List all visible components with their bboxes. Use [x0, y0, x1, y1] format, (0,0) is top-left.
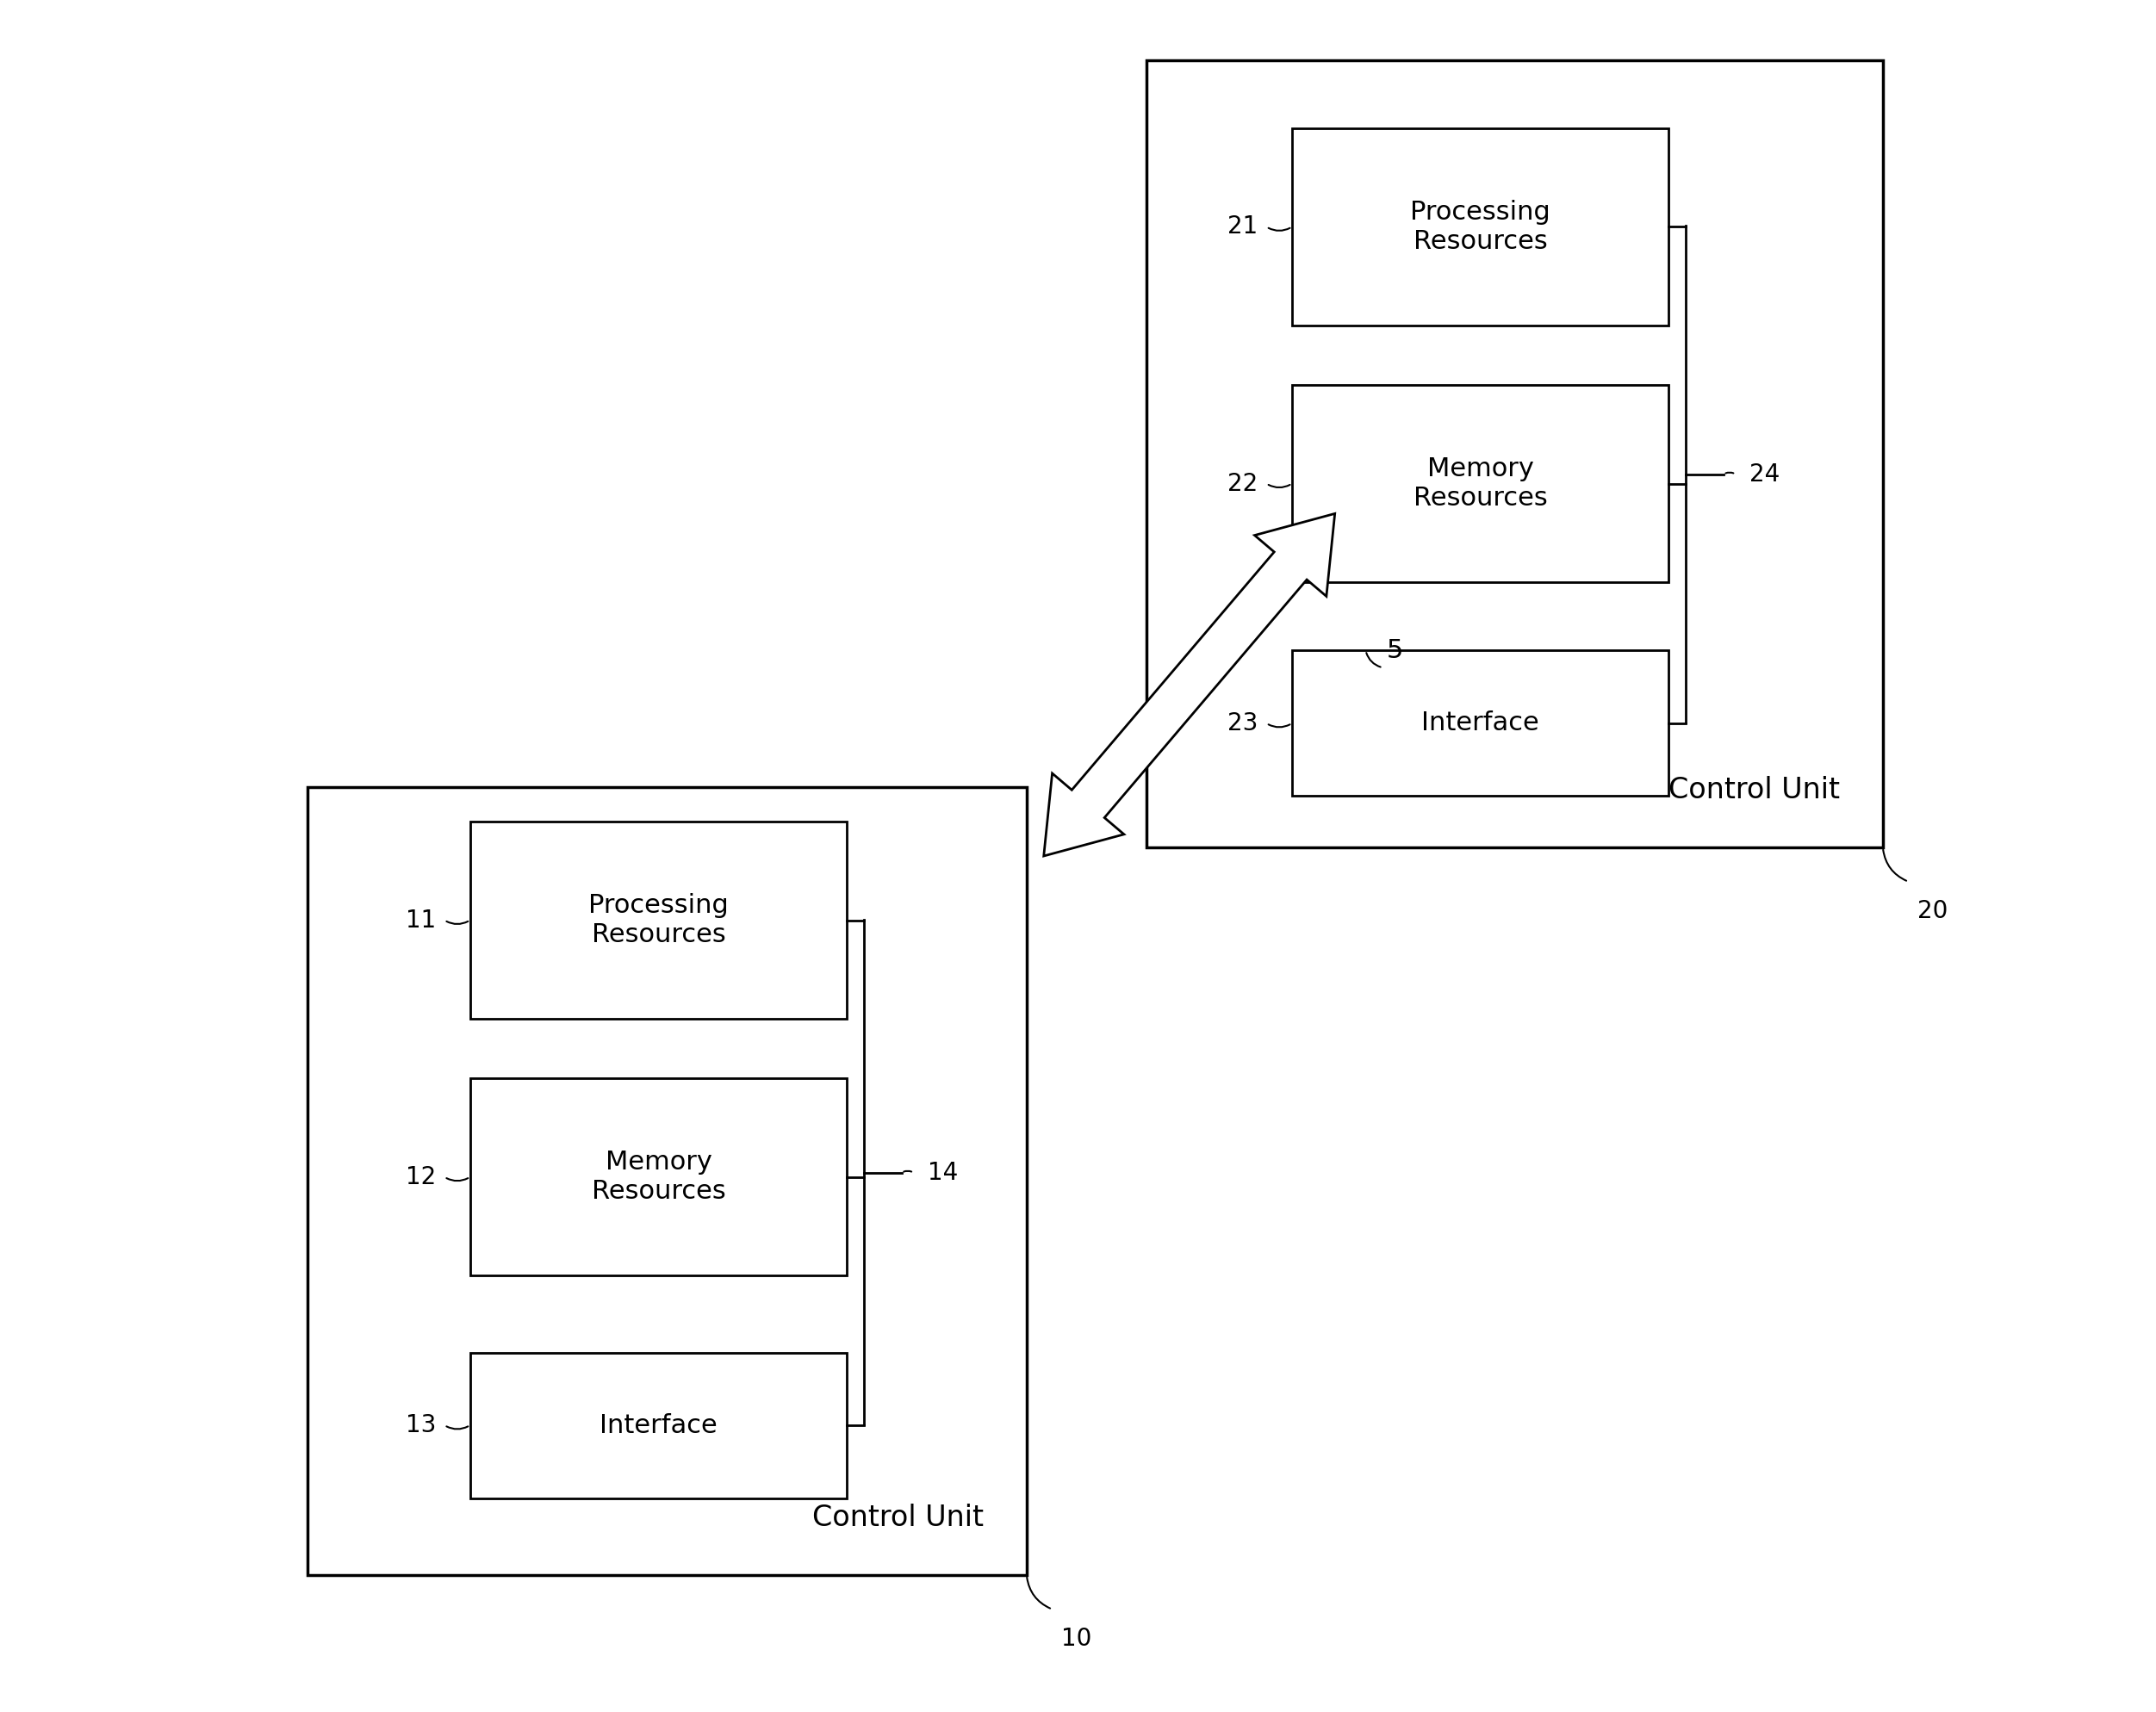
- Text: Processing
Resources: Processing Resources: [589, 894, 729, 947]
- Text: Processing
Resources: Processing Resources: [1410, 200, 1550, 253]
- Bar: [1147, 60, 1882, 847]
- Text: 5: 5: [1386, 639, 1404, 663]
- Text: Control Unit: Control Unit: [813, 1503, 983, 1532]
- Bar: [1291, 651, 1669, 796]
- Text: Memory
Resources: Memory Resources: [591, 1150, 727, 1204]
- Bar: [470, 1352, 847, 1498]
- Text: 12: 12: [405, 1164, 436, 1190]
- Text: 11: 11: [405, 907, 436, 933]
- Bar: [470, 1079, 847, 1275]
- Bar: [1291, 128, 1669, 325]
- Text: Memory
Resources: Memory Resources: [1414, 457, 1548, 510]
- Text: 13: 13: [405, 1412, 436, 1438]
- Text: 21: 21: [1227, 214, 1257, 240]
- Text: 14: 14: [927, 1161, 957, 1185]
- Text: 23: 23: [1227, 710, 1257, 736]
- Bar: [1291, 385, 1669, 582]
- Bar: [470, 822, 847, 1019]
- Bar: [308, 788, 1026, 1575]
- Text: Interface: Interface: [1421, 710, 1539, 736]
- Text: 24: 24: [1749, 462, 1779, 486]
- Polygon shape: [1044, 514, 1335, 856]
- Text: 10: 10: [1061, 1626, 1091, 1650]
- Text: 20: 20: [1917, 899, 1947, 923]
- Text: Control Unit: Control Unit: [1669, 776, 1839, 805]
- Text: 22: 22: [1227, 471, 1257, 496]
- Text: Interface: Interface: [599, 1412, 718, 1438]
